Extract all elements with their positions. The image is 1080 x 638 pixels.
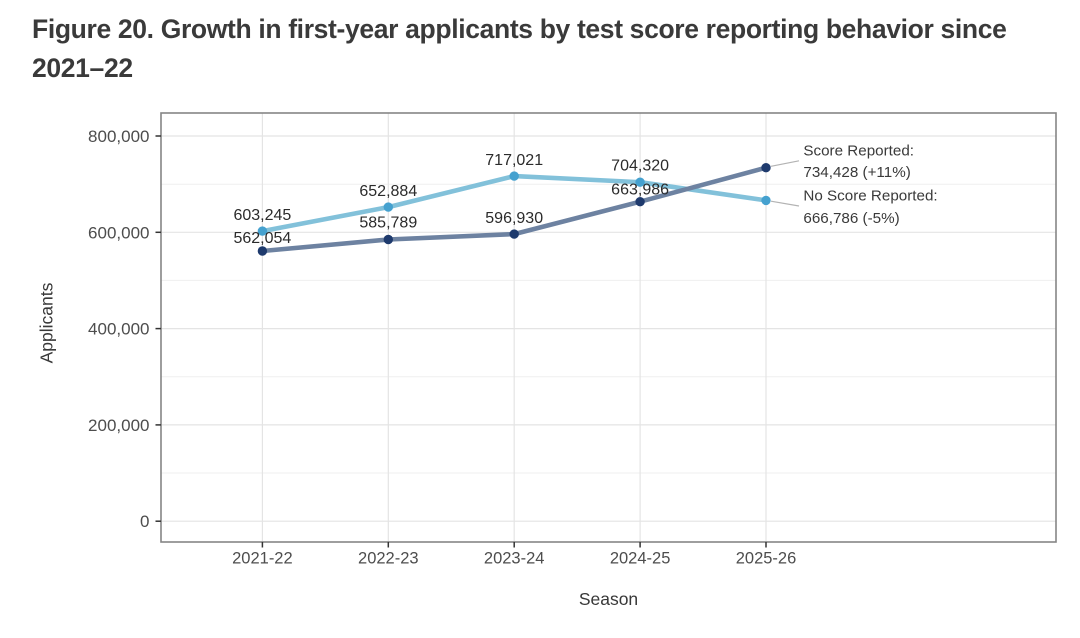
svg-text:800,000: 800,000 (88, 127, 149, 146)
svg-text:704,320: 704,320 (611, 157, 669, 174)
svg-text:No Score Reported:: No Score Reported: (803, 188, 937, 205)
svg-text:717,021: 717,021 (485, 152, 543, 169)
svg-text:652,884: 652,884 (359, 183, 417, 200)
svg-text:666,786 (-5%): 666,786 (-5%) (803, 210, 899, 227)
svg-text:Score Reported:: Score Reported: (803, 143, 914, 160)
svg-text:603,245: 603,245 (233, 207, 291, 224)
svg-text:562,054: 562,054 (233, 230, 291, 247)
svg-text:585,789: 585,789 (359, 215, 417, 232)
svg-text:663,986: 663,986 (611, 182, 669, 199)
svg-text:0: 0 (140, 512, 149, 531)
svg-text:2024-25: 2024-25 (610, 550, 671, 568)
svg-text:596,930: 596,930 (485, 210, 543, 227)
svg-text:2022-23: 2022-23 (358, 550, 419, 568)
svg-text:734,428 (+11%): 734,428 (+11%) (803, 164, 910, 181)
svg-text:2021-22: 2021-22 (232, 550, 293, 568)
svg-text:2023-24: 2023-24 (484, 550, 545, 568)
svg-text:Season: Season (579, 589, 638, 609)
svg-text:600,000: 600,000 (88, 223, 149, 242)
svg-text:400,000: 400,000 (88, 320, 149, 339)
svg-text:200,000: 200,000 (88, 416, 149, 435)
svg-text:Applicants: Applicants (37, 282, 57, 363)
svg-text:2025-26: 2025-26 (736, 550, 797, 568)
